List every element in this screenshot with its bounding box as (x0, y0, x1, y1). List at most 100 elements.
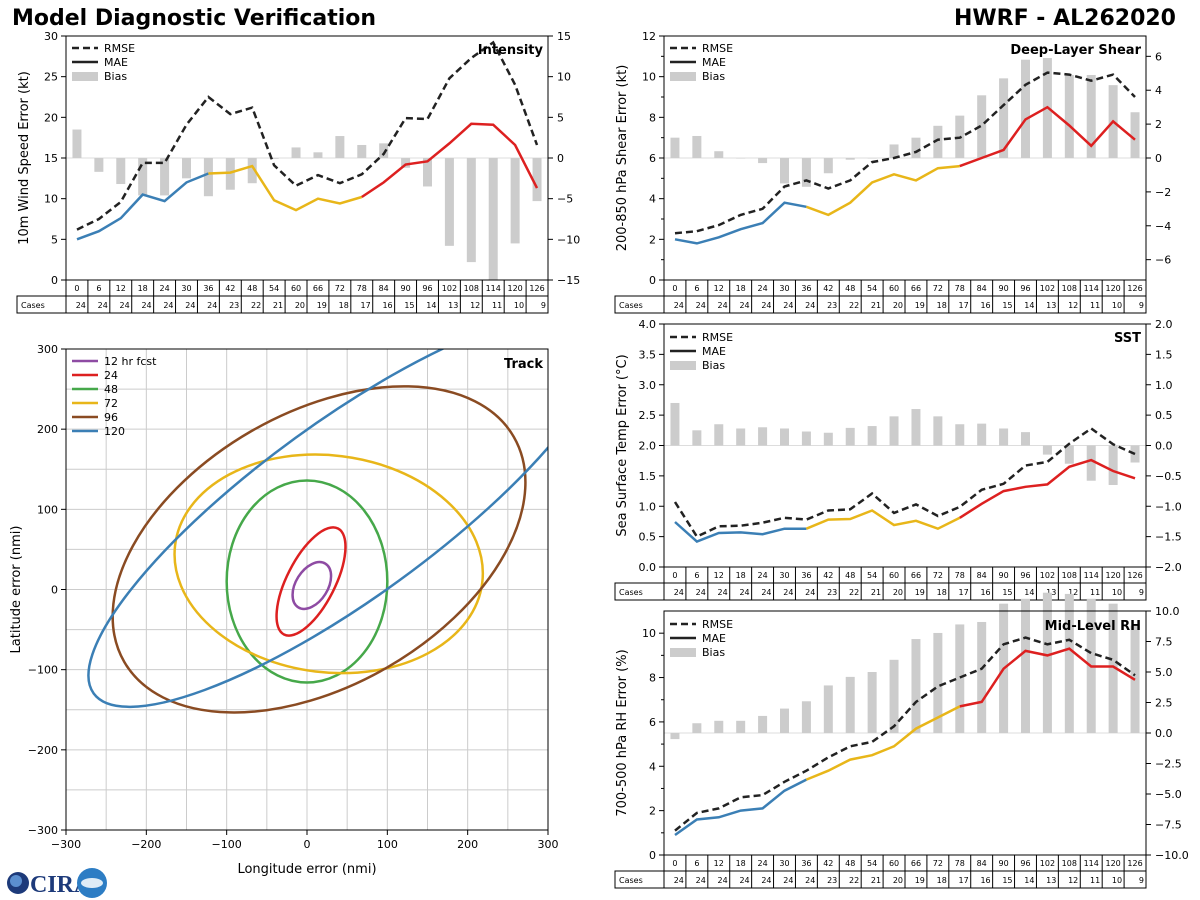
shear-y2tick-label: −2 (1155, 186, 1171, 199)
track-ylabel: Latitude error (nmi) (9, 526, 24, 654)
shear-case-value: 23 (827, 301, 837, 310)
rh-bias-bar (867, 672, 877, 733)
rh-bias-bar (955, 624, 965, 733)
shear-y2tick-label: 6 (1155, 50, 1162, 63)
intensity-legend-rmse: RMSE (104, 42, 135, 55)
rh-hour-label: 6 (694, 859, 699, 868)
shear-case-value: 24 (739, 301, 749, 310)
intensity-hour-label: 24 (159, 284, 169, 293)
rh-title: Mid-Level RH (1045, 619, 1141, 634)
intensity-hour-label: 66 (313, 284, 323, 293)
shear-case-value: 24 (718, 301, 728, 310)
intensity-case-value: 24 (141, 301, 151, 310)
rh-case-value: 24 (805, 876, 815, 885)
rh-case-value: 19 (915, 876, 925, 885)
intensity-case-value: 24 (163, 301, 173, 310)
rh-y2tick-label: 10.0 (1155, 605, 1180, 618)
sst-ylabel: Sea Surface Temp Error (°C) (615, 354, 630, 536)
track-ellipse-96 (111, 385, 527, 714)
track-ytick-label: −200 (28, 744, 58, 757)
track-xtick-label: −200 (131, 838, 161, 851)
intensity-bias-bar (247, 158, 257, 184)
intensity-hour-label: 48 (247, 284, 257, 293)
intensity-ytick-label: 0 (51, 274, 58, 287)
intensity-hour-label: 114 (486, 284, 501, 293)
rh-case-value: 13 (1046, 876, 1056, 885)
intensity-hour-label: 120 (507, 284, 522, 293)
intensity-case-value: 10 (514, 301, 524, 310)
rh-y2tick-label: 0.0 (1155, 727, 1173, 740)
sst-y2tick-label: 2.0 (1155, 318, 1173, 331)
sst-ytick-label: 3.5 (639, 348, 657, 361)
sst-hour-label: 60 (889, 571, 899, 580)
sst-hour-label: 66 (911, 571, 921, 580)
sst-bias-bar (1108, 445, 1118, 485)
intensity-ytick-label: 10 (44, 193, 58, 206)
rh-ytick-label: 6 (649, 716, 656, 729)
track-panel: −300 −200 −100 0 100 200 300 −300 −200 −100 0 100 20… (9, 343, 559, 877)
rh-y2tick-label: 2.5 (1155, 697, 1173, 710)
sst-hour-label: 54 (867, 571, 877, 580)
sst-ytick-label: 3.0 (639, 379, 657, 392)
rh-ytick-label: 4 (649, 760, 656, 773)
intensity-legend-bias-swatch (72, 72, 98, 81)
intensity-bias-bar (532, 158, 542, 202)
rh-bias-bar (933, 632, 943, 733)
sst-ytick-label: 0.0 (639, 561, 657, 574)
track-legend-label: 72 (104, 397, 118, 410)
shear-bias-bar (670, 137, 680, 158)
cira-logo: CIRA (7, 868, 107, 898)
shear-bias-bar (692, 135, 702, 158)
rh-bias-bar (1042, 592, 1052, 733)
intensity-hour-label: 96 (422, 284, 432, 293)
sst-case-value: 24 (783, 588, 793, 597)
shear-bias-bar (977, 95, 987, 158)
sst-y2tick-label: −0.5 (1155, 470, 1182, 483)
sst-case-value: 24 (696, 588, 706, 597)
shear-ytick-label: 10 (642, 71, 656, 84)
sst-ytick-label: 0.5 (639, 531, 657, 544)
intensity-y2tick-label: 5 (557, 111, 564, 124)
sst-case-value: 12 (1068, 588, 1078, 597)
shear-hour-label: 108 (1062, 284, 1077, 293)
track-xtick-label: −100 (212, 838, 242, 851)
sst-y2tick-label: −1.0 (1155, 500, 1182, 513)
rh-y2tick-label: −2.5 (1155, 758, 1182, 771)
sst-bias-bar (823, 432, 833, 446)
intensity-hour-label: 84 (379, 284, 389, 293)
sst-hour-label: 120 (1105, 571, 1120, 580)
shear-case-value: 13 (1046, 301, 1056, 310)
intensity-case-value: 24 (207, 301, 217, 310)
intensity-bias-bar (160, 158, 170, 196)
sst-bias-bar (1021, 432, 1030, 446)
track-xtick-label: 0 (304, 838, 311, 851)
shear-hour-label: 66 (911, 284, 921, 293)
shear-legend-bias-swatch (670, 72, 696, 81)
rh-hour-label: 36 (801, 859, 811, 868)
intensity-case-value: 15 (404, 301, 414, 310)
track-ytick-label: −100 (28, 664, 58, 677)
rh-mae-line-seg1 (674, 778, 807, 837)
intensity-hour-label: 30 (181, 284, 191, 293)
shear-case-value: 14 (1024, 301, 1034, 310)
rh-bias-bar (911, 639, 921, 733)
rh-bias-bar (670, 733, 680, 740)
shear-hour-label: 12 (714, 284, 724, 293)
intensity-hour-label: 72 (335, 284, 345, 293)
rh-hour-label: 42 (823, 859, 833, 868)
track-ytick-label: 300 (37, 343, 58, 356)
intensity-y2tick-label: −5 (557, 193, 573, 206)
shear-hour-label: 60 (889, 284, 899, 293)
sst-bias-bar (999, 428, 1009, 446)
sst-legend-bias-swatch (670, 361, 696, 370)
sst-bias-bar (911, 409, 921, 446)
sst-ytick-label: 1.5 (639, 470, 657, 483)
sst-hour-label: 30 (779, 571, 789, 580)
rh-rmse-line (674, 636, 1136, 832)
intensity-hour-label: 12 (116, 284, 126, 293)
rh-hour-label: 102 (1040, 859, 1055, 868)
sst-hour-label: 96 (1020, 571, 1030, 580)
rh-ytick-label: 8 (649, 672, 656, 685)
sst-bias-bar (801, 431, 811, 446)
